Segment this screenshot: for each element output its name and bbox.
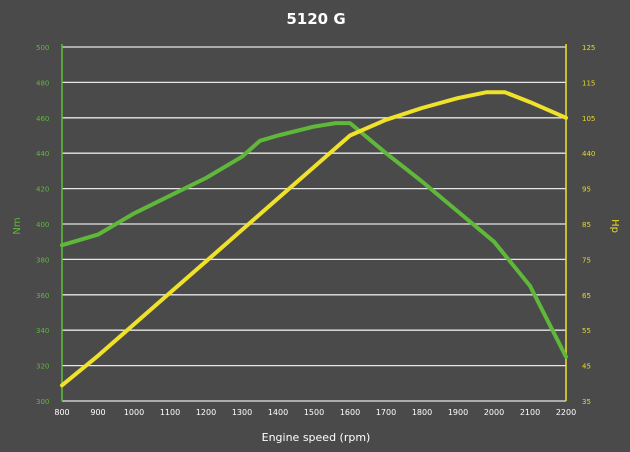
y-left-tick-label: 400	[36, 221, 49, 229]
y-left-tick-label: 500	[36, 44, 49, 52]
torque-line	[60, 121, 568, 359]
y-left-tick-label: 420	[36, 186, 49, 194]
x-tick-label: 1400	[268, 408, 288, 417]
x-tick-label: 900	[90, 408, 105, 417]
y-right-tick-label: 65	[582, 292, 591, 300]
y-left-tick-label: 440	[36, 150, 49, 158]
x-tick-label: 1200	[196, 408, 216, 417]
y-left-tick-label: 480	[36, 79, 49, 87]
y-right-tick-label: 45	[582, 363, 591, 371]
x-tick-label: 2200	[556, 408, 576, 417]
power-line	[60, 90, 568, 388]
y-right-tick-label: 125	[582, 44, 595, 52]
x-tick-label: 1600	[340, 408, 360, 417]
y-right-tick-label: 35	[582, 398, 591, 406]
x-axis-label: Engine speed (rpm)	[262, 431, 371, 444]
y-left-tick-label: 340	[36, 327, 49, 335]
y-right-tick-label: 115	[582, 79, 595, 87]
x-tick-label: 1500	[304, 408, 324, 417]
y-left-tick-label: 300	[36, 398, 49, 406]
x-tick-label: 800	[54, 408, 69, 417]
y-right-tick-label: 105	[582, 115, 595, 123]
chart-title: 5120 G	[286, 10, 345, 28]
grid	[62, 46, 566, 402]
x-tick-label: 1700	[376, 408, 396, 417]
y-right-tick-label: 75	[582, 256, 591, 264]
axes	[61, 44, 567, 401]
y-right-tick-label: 440	[582, 150, 595, 158]
x-tick-label: 1300	[232, 408, 252, 417]
y-left-tick-label: 380	[36, 256, 49, 264]
y-left-tick-label: 320	[36, 363, 49, 371]
series-lines	[60, 90, 568, 388]
y-left-tick-label: 460	[36, 115, 49, 123]
y-axis-right-label: Hp	[609, 219, 620, 233]
x-tick-label: 1800	[412, 408, 432, 417]
x-tick-label: 1100	[160, 408, 180, 417]
y-left-tick-label: 360	[36, 292, 49, 300]
x-tick-label: 1000	[124, 408, 144, 417]
y-right-tick-label: 95	[582, 186, 591, 194]
tick-labels: 300 35 320 45 340 55 360 65 380 75 400 85 420 95 440 44…	[36, 44, 595, 417]
y-right-tick-label: 85	[582, 221, 591, 229]
x-tick-label: 2000	[484, 408, 504, 417]
x-tick-label: 1900	[448, 408, 468, 417]
x-tick-label: 2100	[520, 408, 540, 417]
y-right-tick-label: 55	[582, 327, 591, 335]
y-axis-left-label: Nm	[12, 217, 23, 234]
